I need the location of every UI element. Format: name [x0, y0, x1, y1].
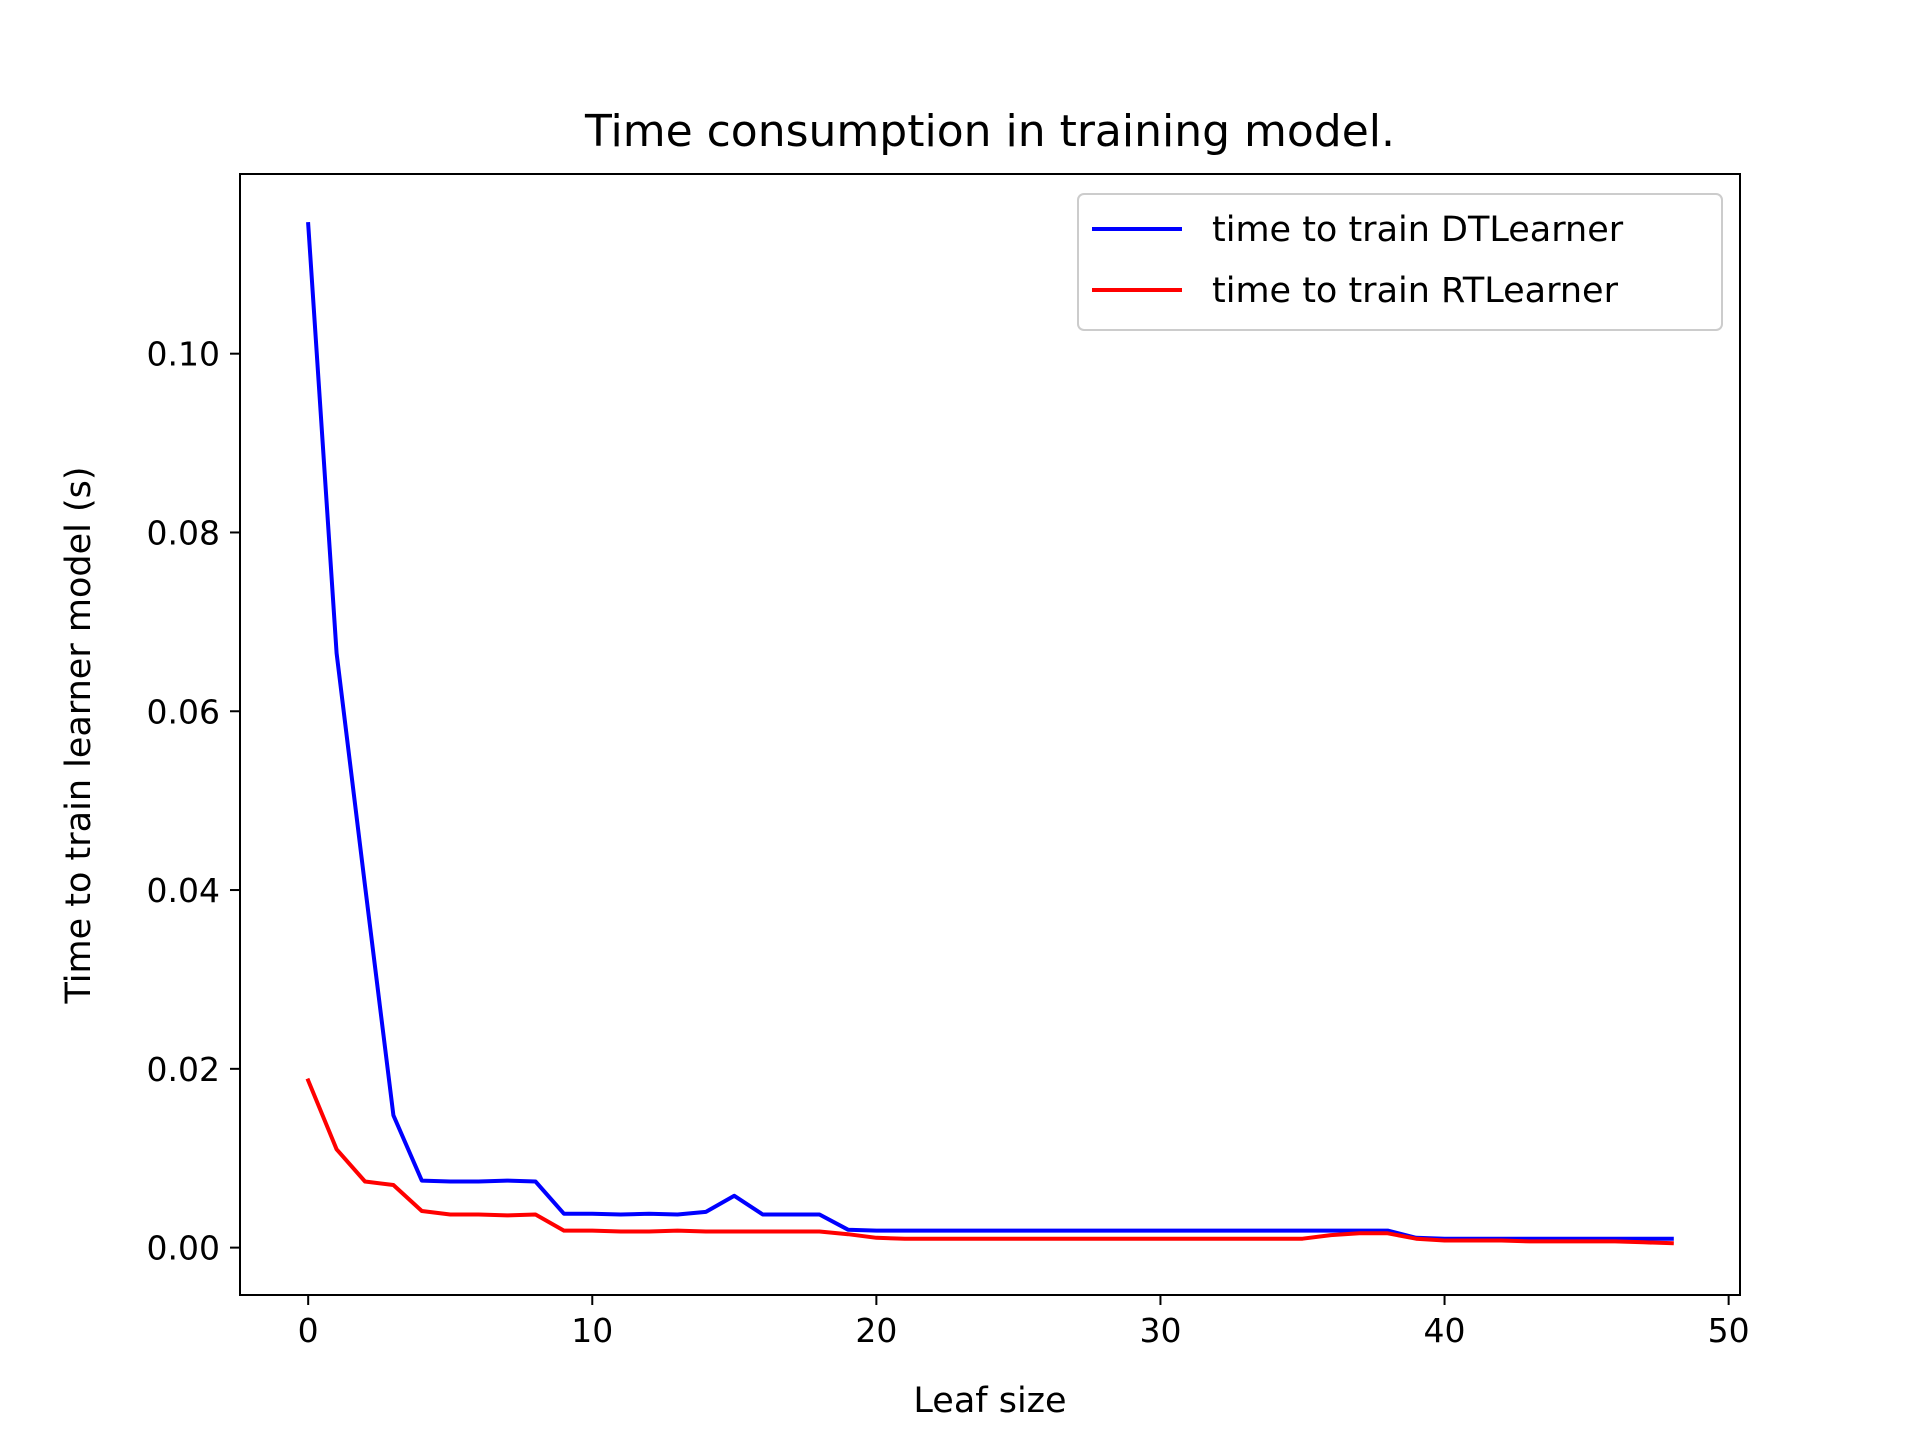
legend-label-rtlearner: time to train RTLearner [1212, 271, 1619, 311]
legend-box [1077, 193, 1723, 331]
x-tick-label: 0 [298, 1311, 319, 1350]
y-tick-label: 0.06 [147, 692, 220, 731]
x-tick-label: 30 [1139, 1311, 1181, 1350]
x-axis: 0 10 20 30 40 50 [298, 1295, 1750, 1350]
y-axis-label: Time to train learner model (s) [59, 467, 99, 1005]
y-tick-label: 0.10 [147, 335, 220, 374]
legend: time to train DTLearner time to train RT… [1077, 193, 1723, 331]
y-tick-label: 0.00 [147, 1229, 220, 1268]
y-axis: 0.00 0.02 0.04 0.06 0.08 0.10 [147, 335, 240, 1268]
y-tick-label: 0.08 [147, 513, 220, 552]
x-axis-label: Leaf size [913, 1381, 1066, 1421]
series-layer [305, 221, 1674, 1246]
y-tick-label: 0.02 [147, 1050, 220, 1089]
x-tick-label: 20 [855, 1311, 897, 1350]
plot-area-frame [239, 173, 1741, 1296]
chart-title: Time consumption in training model. [584, 106, 1395, 157]
y-tick-label: 0.04 [147, 871, 220, 910]
x-tick-label: 40 [1424, 1311, 1466, 1350]
legend-label-dtlearner: time to train DTLearner [1212, 210, 1624, 250]
x-tick-label: 50 [1708, 1311, 1750, 1350]
x-tick-label: 10 [571, 1311, 613, 1350]
series-line-rtlearner [305, 1077, 1674, 1246]
